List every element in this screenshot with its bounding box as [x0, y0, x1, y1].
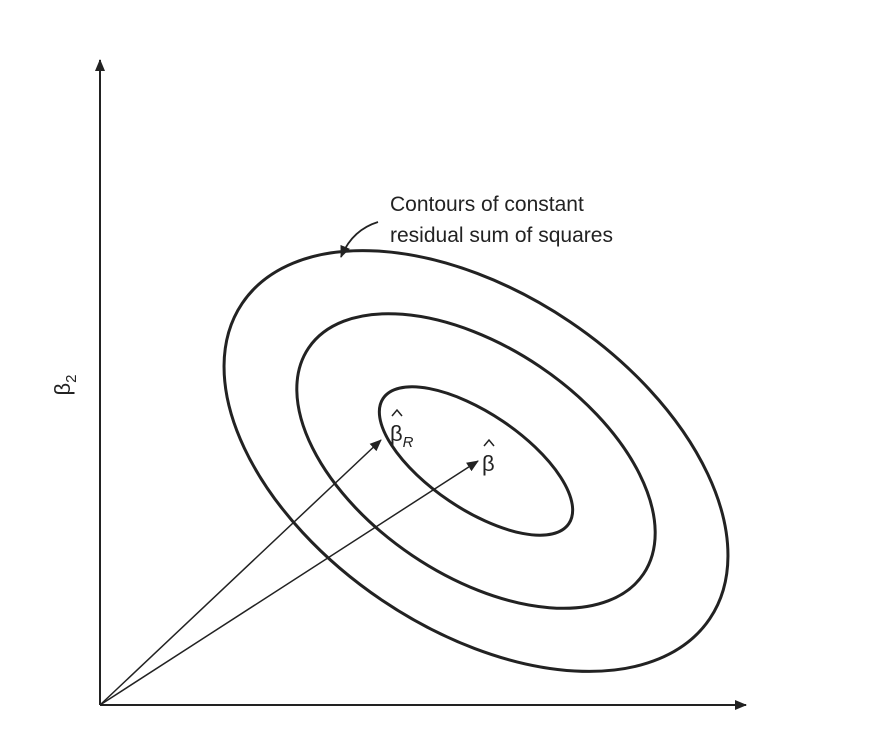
beta-hat-symbol: β: [482, 451, 495, 476]
contour-outer: [222, 249, 730, 673]
contour-annotation-line1: Contours of constant: [390, 193, 584, 216]
contour-annotation-line2: residual sum of squares: [390, 224, 613, 247]
beta-r-symbol: β: [390, 421, 403, 446]
beta-hat-icon: [483, 438, 495, 447]
beta-r-vector: [99, 439, 382, 706]
beta-hat-label: β: [482, 451, 495, 476]
contour-annotation: Contours of constant residual sum of squ…: [390, 193, 613, 247]
beta-r-subscript: R: [403, 434, 414, 451]
y-axis-label-symbol: β: [50, 383, 75, 396]
y-axis-label-subscript: 2: [63, 375, 80, 383]
annotation-pointer: [340, 221, 379, 258]
beta-r-hat-icon: [391, 408, 403, 417]
contour-middle: [295, 312, 657, 610]
beta-r-label: βR: [390, 421, 414, 451]
beta-hat-vector: [99, 460, 479, 706]
y-axis-label: β2: [50, 375, 80, 396]
contour-inner: [377, 385, 575, 537]
